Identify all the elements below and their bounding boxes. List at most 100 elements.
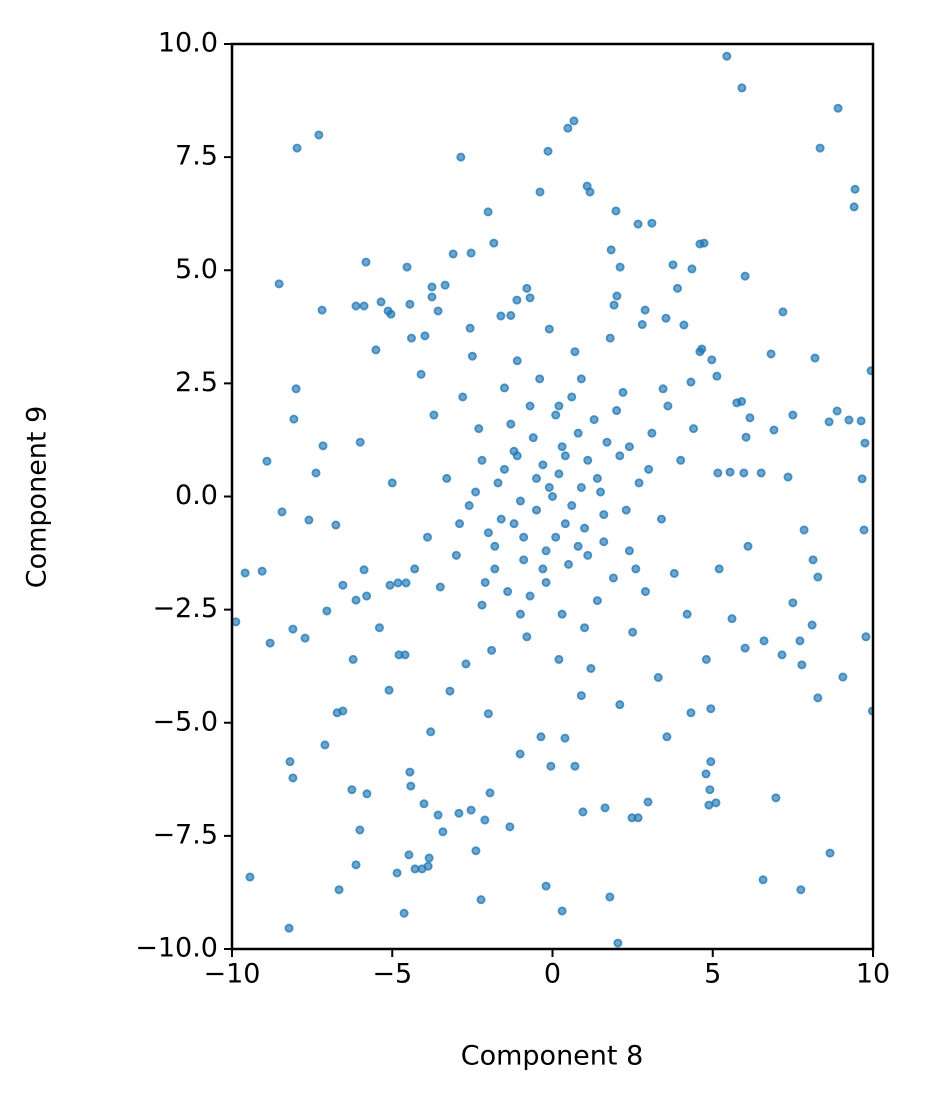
point xyxy=(576,691,586,701)
point xyxy=(400,650,410,660)
point xyxy=(570,761,580,771)
point xyxy=(311,468,321,478)
point xyxy=(543,146,553,156)
point xyxy=(602,437,612,447)
point xyxy=(706,704,716,714)
point xyxy=(661,313,671,323)
points xyxy=(232,51,873,948)
point xyxy=(240,568,250,578)
point xyxy=(686,708,696,718)
y-tick-label: 7.5 xyxy=(175,141,218,172)
point xyxy=(406,781,416,791)
point xyxy=(631,564,641,574)
point xyxy=(606,245,616,255)
point xyxy=(711,798,721,808)
point xyxy=(451,550,461,560)
point xyxy=(338,580,348,590)
point xyxy=(487,645,497,655)
point xyxy=(493,478,503,488)
point xyxy=(515,749,525,759)
point xyxy=(605,892,615,902)
point xyxy=(265,638,275,648)
point xyxy=(386,309,396,319)
point xyxy=(612,291,622,301)
point xyxy=(612,406,622,416)
point xyxy=(304,515,314,525)
point xyxy=(334,885,344,895)
point xyxy=(277,507,287,517)
point xyxy=(679,320,689,330)
point xyxy=(496,514,506,524)
point xyxy=(480,815,490,825)
point xyxy=(778,307,788,317)
point xyxy=(766,349,776,359)
point xyxy=(506,310,516,320)
point xyxy=(714,564,724,574)
point xyxy=(544,324,554,334)
point xyxy=(643,797,653,807)
point xyxy=(455,519,465,529)
point xyxy=(461,659,471,669)
point xyxy=(563,123,573,133)
point xyxy=(485,788,495,798)
y-tick-label: −10.0 xyxy=(135,933,218,964)
point xyxy=(797,660,807,670)
point xyxy=(531,505,541,515)
point xyxy=(576,482,586,492)
point xyxy=(687,264,697,274)
point xyxy=(464,501,474,511)
point xyxy=(672,283,682,293)
point xyxy=(699,238,709,248)
point xyxy=(499,383,509,393)
point xyxy=(567,501,577,511)
point xyxy=(844,415,854,425)
point xyxy=(596,487,606,497)
point xyxy=(741,432,751,442)
point xyxy=(578,807,588,817)
point xyxy=(662,732,672,742)
point xyxy=(410,864,420,874)
point xyxy=(740,271,750,281)
point xyxy=(560,733,570,743)
point xyxy=(476,895,486,905)
point xyxy=(480,577,490,587)
point xyxy=(621,505,631,515)
point xyxy=(725,467,735,477)
point xyxy=(318,441,328,451)
point xyxy=(722,51,732,61)
point xyxy=(647,218,657,228)
point xyxy=(592,596,602,606)
x-axis-label: Component 8 xyxy=(461,1041,644,1072)
point xyxy=(585,187,595,197)
point xyxy=(624,442,634,452)
x-tick-label: 0 xyxy=(544,959,561,990)
point xyxy=(410,564,420,574)
point xyxy=(850,184,860,194)
point xyxy=(525,293,535,303)
point xyxy=(515,609,525,619)
point xyxy=(351,595,361,605)
point xyxy=(429,410,439,420)
point xyxy=(554,654,564,664)
point xyxy=(471,846,481,856)
point xyxy=(458,392,468,402)
point xyxy=(548,491,558,501)
point xyxy=(613,938,623,948)
point xyxy=(435,582,445,592)
point xyxy=(317,305,327,315)
point xyxy=(634,478,644,488)
point xyxy=(583,550,593,560)
point xyxy=(609,300,619,310)
point xyxy=(743,541,753,551)
point xyxy=(423,532,433,542)
point xyxy=(442,473,452,483)
point xyxy=(285,757,295,767)
point xyxy=(668,260,678,270)
point xyxy=(232,617,241,627)
point xyxy=(618,387,628,397)
point xyxy=(788,598,798,608)
point xyxy=(359,301,369,311)
point xyxy=(653,673,663,683)
point xyxy=(866,366,873,376)
point xyxy=(405,299,415,309)
